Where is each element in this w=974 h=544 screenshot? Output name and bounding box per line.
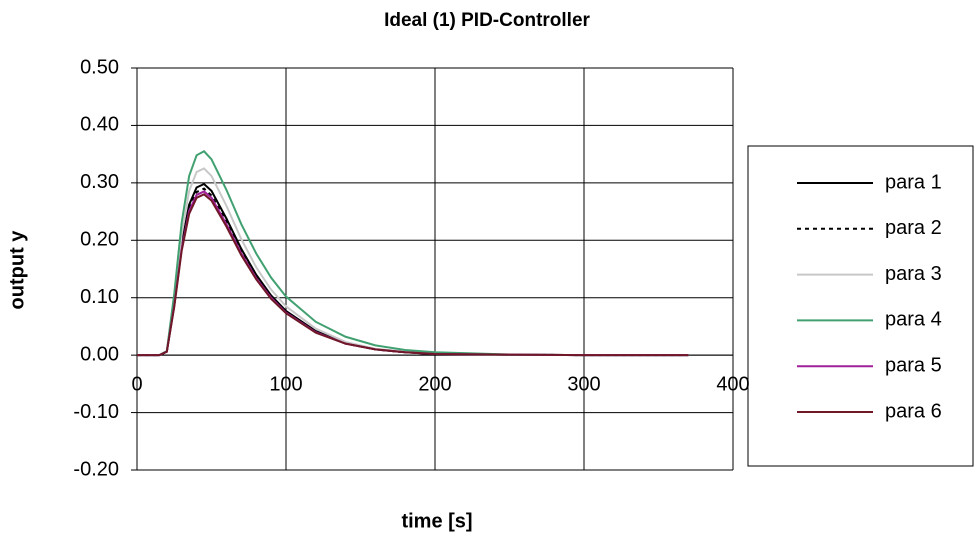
x-tick-label: 200 (418, 373, 451, 395)
y-tick-label: 0.50 (80, 56, 119, 78)
x-tick-label: 300 (567, 373, 600, 395)
legend-label: para 6 (885, 400, 942, 422)
series-line (137, 167, 689, 357)
legend-label: para 5 (885, 354, 942, 376)
x-tick-label: 400 (716, 373, 749, 395)
legend-label: para 4 (885, 309, 942, 331)
legend-label: para 2 (885, 217, 942, 239)
chart-title: Ideal (1) PID-Controller (384, 10, 590, 31)
legend-label: para 3 (885, 263, 942, 285)
series-line (137, 182, 689, 357)
y-tick-label: 0.20 (80, 229, 119, 251)
series-line (137, 193, 689, 357)
x-tick-label: 100 (269, 373, 302, 395)
y-tick-label: 0.30 (80, 171, 119, 193)
y-tick-label: 0.10 (80, 286, 119, 308)
y-tick-label: -0.20 (73, 458, 119, 480)
x-axis-label: time [s] (401, 510, 472, 532)
y-tick-label: 0.00 (80, 343, 119, 365)
series-line (137, 150, 689, 357)
y-axis-label: output y (6, 230, 28, 310)
y-tick-label: -0.10 (73, 401, 119, 423)
legend-label: para 1 (885, 171, 942, 193)
y-tick-label: 0.40 (80, 114, 119, 136)
